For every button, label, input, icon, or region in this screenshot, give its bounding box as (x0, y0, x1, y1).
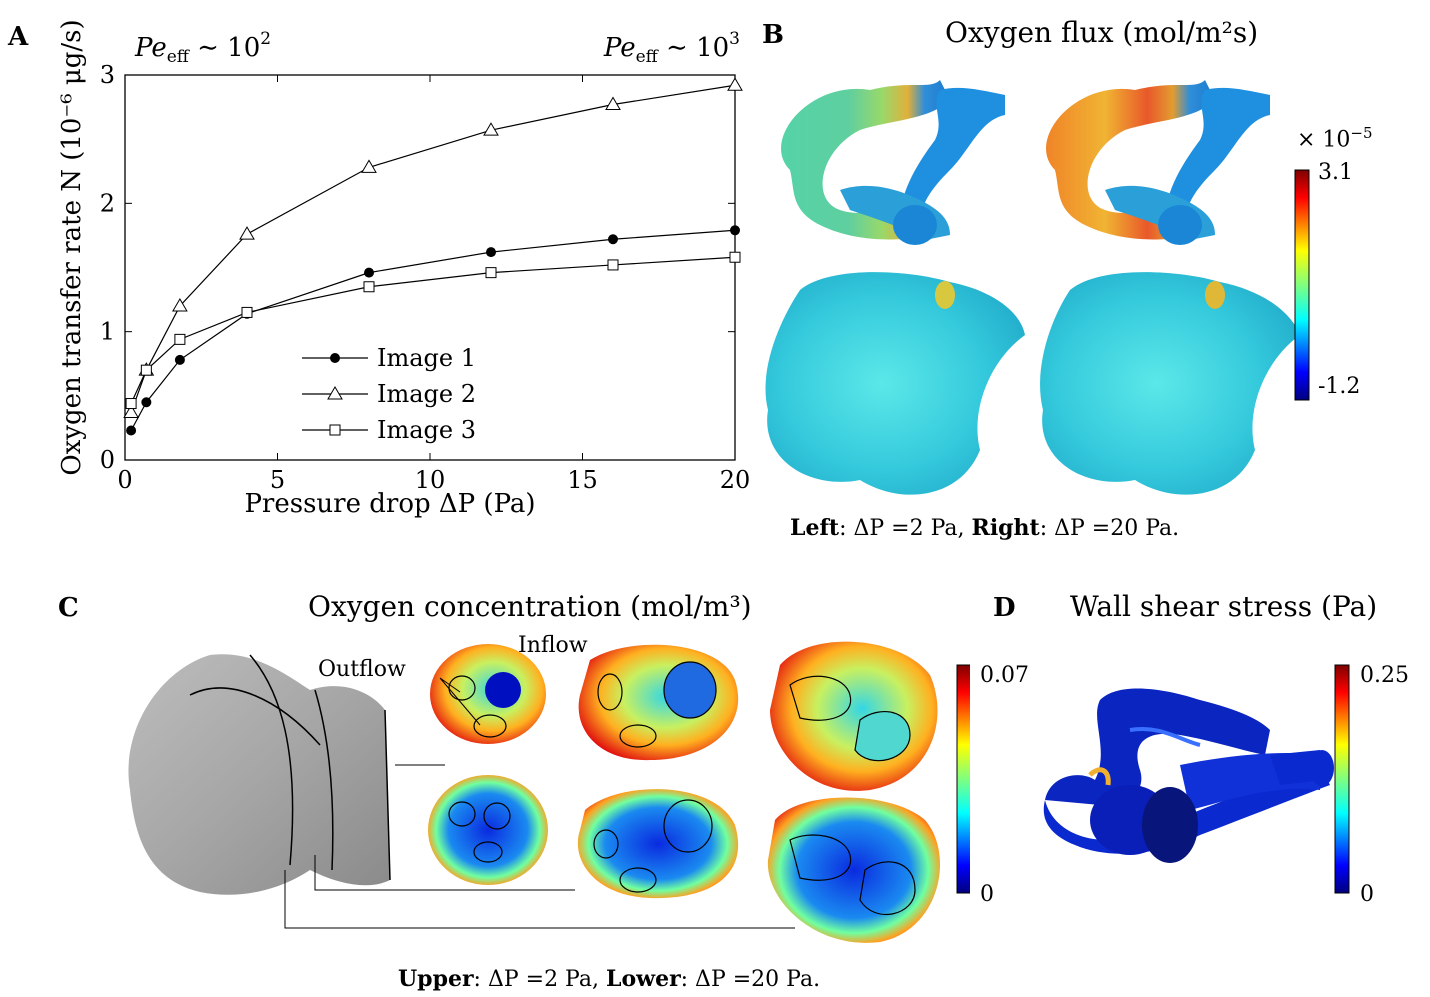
section-lower-1 (428, 775, 548, 885)
vessel-shear (1043, 688, 1334, 863)
label-outflow: Outflow (318, 657, 406, 682)
chart-a: 0 5 10 15 20 0 1 2 3 Pressure drop ΔP (Pa) Oxygen … (57, 19, 751, 519)
panel-letter-d: D (993, 593, 1016, 623)
panel-b-caption: Left: ΔP =2 Pa, Right: ΔP =20 Pa. (790, 515, 1180, 541)
panel-c-caption: Upper: ΔP =2 Pa, Lower: ΔP =20 Pa. (398, 966, 821, 992)
pe-annotation-right: Peeff ∼ 103 (603, 29, 740, 67)
panel-b-images (765, 80, 1310, 495)
section-lower-3 (767, 797, 940, 943)
colorbar-c-min: 0 (980, 882, 994, 907)
x-tick-label: 10 (415, 466, 446, 494)
label-inflow: Inflow (518, 633, 588, 658)
series-line (130, 84, 736, 413)
panel-b-title: Oxygen flux (mol/m²s) (945, 16, 1259, 49)
data-point (483, 122, 499, 136)
connector-line-3 (284, 870, 795, 929)
panel-c-title: Oxygen concentration (mol/m³) (308, 590, 752, 623)
section-upper-2 (578, 644, 739, 761)
data-point (327, 386, 343, 400)
vessel-flux-left (781, 80, 1005, 245)
y-tick-label: 2 (100, 189, 115, 217)
panel-letter-c: C (58, 593, 79, 623)
data-point (330, 353, 340, 363)
data-point (174, 333, 186, 345)
data-point (141, 397, 152, 408)
data-point (123, 404, 139, 419)
data-point (729, 251, 741, 263)
x-tick-label: 15 (567, 466, 598, 494)
legend-label: Image 1 (377, 344, 476, 372)
data-point (241, 306, 253, 318)
legend-label: Image 3 (377, 416, 476, 444)
panel-letter-b: B (762, 20, 784, 50)
data-point (361, 159, 377, 173)
y-tick-label: 3 (100, 61, 115, 89)
flux-hotspot-right (1205, 281, 1225, 309)
panel-letter-a: A (8, 22, 29, 52)
villus-flux-left (765, 272, 1025, 495)
panel-d-title: Wall shear stress (Pa) (1070, 590, 1378, 623)
x-axis-label: Pressure drop ΔP (Pa) (244, 489, 535, 519)
legend-label: Image 2 (377, 380, 476, 408)
villus-geometry (128, 654, 391, 895)
series-3 (125, 251, 741, 410)
legend: Image 1 Image 2 Image 3 (302, 344, 476, 444)
series-line (130, 229, 736, 431)
panel-c-images (128, 641, 970, 943)
colorbar-d-max: 0.25 (1360, 663, 1409, 688)
data-point (608, 234, 618, 245)
data-point (172, 298, 188, 312)
flux-hotspot-left (935, 281, 955, 309)
data-point (486, 247, 496, 258)
colorbar-d (1334, 664, 1350, 894)
colorbar-b (1294, 169, 1310, 401)
villus-flux-right (1040, 272, 1300, 495)
data-point (329, 424, 341, 436)
vessel-flux-right (1046, 80, 1270, 245)
connector-line-2 (314, 855, 575, 891)
y-axis-label: Oxygen transfer rate N (10⁻⁶ μg/s) (57, 19, 87, 475)
series-1 (126, 225, 740, 436)
data-point (363, 281, 375, 293)
section-upper-3 (770, 641, 938, 791)
x-tick-label: 20 (720, 466, 751, 494)
colorbar-b-max: 3.1 (1318, 160, 1353, 185)
series-line (130, 256, 736, 404)
section-lower-2 (577, 789, 739, 899)
data-point (727, 77, 743, 91)
data-point (126, 425, 137, 436)
data-point (730, 225, 740, 236)
colorbar-c-max: 0.07 (980, 663, 1029, 688)
data-point (125, 398, 137, 410)
colorbar-c (956, 664, 970, 894)
x-tick-label: 0 (117, 466, 132, 494)
data-point (364, 267, 374, 278)
data-point (605, 96, 621, 111)
panel-d-images (1043, 664, 1350, 894)
data-point (607, 259, 619, 271)
pe-annotation-left: Peeff ∼ 102 (134, 29, 271, 67)
x-tick-label: 5 (270, 466, 285, 494)
data-point (485, 267, 497, 279)
colorbar-b-multiplier: × 10−5 (1297, 124, 1373, 153)
data-point (174, 354, 185, 365)
colorbar-b-min: -1.2 (1318, 374, 1361, 399)
data-point (140, 364, 152, 376)
y-tick-label: 1 (100, 318, 115, 346)
y-tick-label: 0 (100, 446, 115, 474)
data-point (239, 226, 255, 240)
inflow-region-upper-1 (485, 672, 521, 708)
colorbar-d-min: 0 (1360, 882, 1374, 907)
